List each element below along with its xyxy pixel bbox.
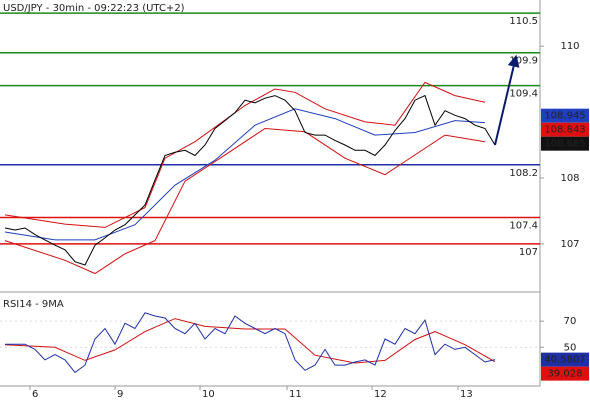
price-tag-label: 108.843 bbox=[544, 125, 585, 136]
series-line bbox=[5, 312, 496, 374]
series-line bbox=[4, 127, 486, 275]
level-label: 109.4 bbox=[509, 89, 538, 100]
level-label: 109.9 bbox=[509, 56, 538, 67]
price-tag-label: 108.685 bbox=[544, 139, 585, 150]
x-tick-label: 13 bbox=[460, 389, 473, 400]
price-tag bbox=[541, 108, 589, 123]
panel-title: RSI14 - 9MA bbox=[3, 299, 64, 310]
series-line bbox=[4, 318, 496, 364]
price-tag-label: 39.028 bbox=[548, 369, 583, 380]
series-line bbox=[4, 94, 496, 266]
x-tick-label: 10 bbox=[202, 389, 215, 400]
x-tick-label: 9 bbox=[117, 389, 123, 400]
price-tag-label: 40.5807 bbox=[544, 355, 585, 366]
level-label: 110.5 bbox=[509, 16, 538, 27]
price-tag bbox=[541, 122, 589, 137]
y-tick-label: 107 bbox=[560, 239, 579, 250]
price-tag-label: 108.945 bbox=[544, 111, 585, 122]
y-tick-label: 70 bbox=[564, 316, 577, 327]
y-tick-label: 108 bbox=[560, 173, 579, 184]
price-tag bbox=[541, 352, 589, 367]
series-line bbox=[4, 108, 486, 241]
x-tick-label: 12 bbox=[374, 389, 387, 400]
chart-title: USD/JPY - 30min - 09:22:23 (UTC+2) bbox=[3, 3, 185, 14]
y-tick-label: 110 bbox=[560, 41, 579, 52]
x-tick-label: 6 bbox=[32, 389, 38, 400]
price-tag bbox=[541, 366, 589, 381]
level-label: 108.2 bbox=[509, 168, 538, 179]
projection-arrow bbox=[494, 54, 520, 146]
price-tag bbox=[541, 136, 589, 151]
series-line bbox=[4, 81, 486, 228]
x-tick-label: 11 bbox=[289, 389, 302, 400]
level-label: 107 bbox=[519, 247, 538, 258]
y-tick-label: 50 bbox=[564, 342, 577, 353]
level-label: 107.4 bbox=[509, 221, 538, 232]
